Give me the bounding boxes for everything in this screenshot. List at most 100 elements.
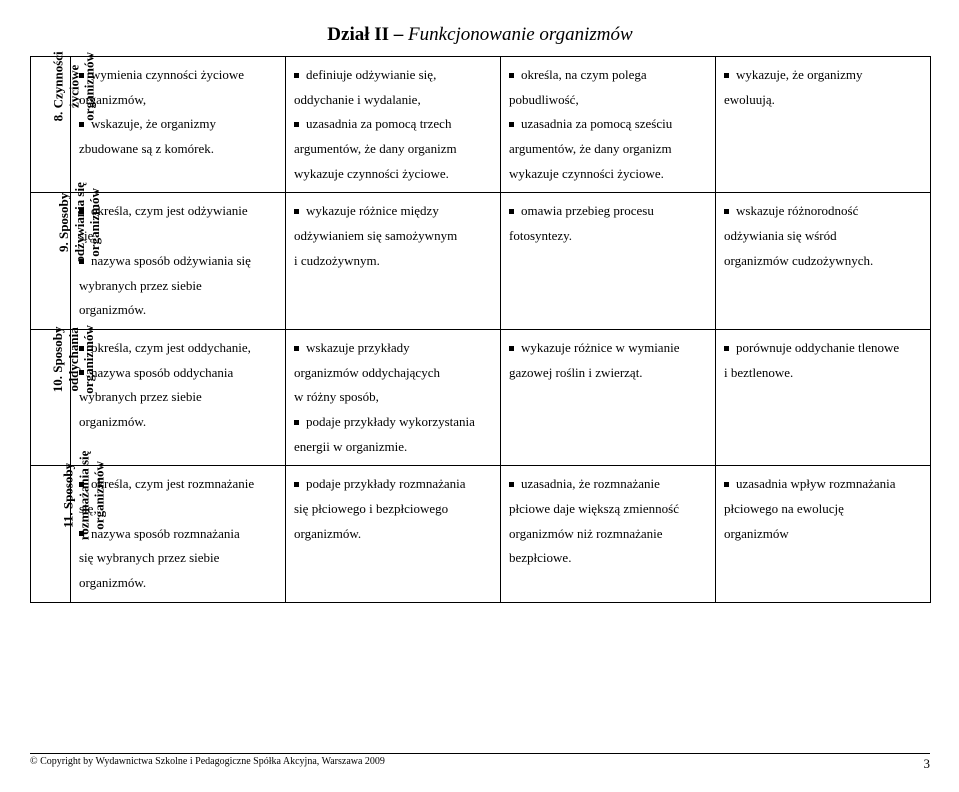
cont-line: w różny sposób, xyxy=(294,385,492,410)
table-cell: omawia przebieg procesufotosyntezy. xyxy=(501,193,716,329)
cont-line: wykazuje czynności życiowe. xyxy=(294,162,492,187)
cell-content: określa, czym jest rozmnażaniesię,nazywa… xyxy=(79,472,277,595)
cell-content: określa, na czym polegapobudliwość,uzasa… xyxy=(509,63,707,186)
row-label: 11. Sposobyrozmnażania sięorganizmów xyxy=(31,466,71,602)
bullet-line: uzasadnia za pomocą sześciu xyxy=(509,112,707,137)
table-cell: wykazuje, że organizmyewoluują. xyxy=(716,57,931,193)
cont-line: pobudliwość, xyxy=(509,88,707,113)
cont-line: energii w organizmie. xyxy=(294,435,492,460)
cell-content: omawia przebieg procesufotosyntezy. xyxy=(509,199,707,248)
bullet-line: porównuje oddychanie tlenowe xyxy=(724,336,922,361)
cell-content: wykazuje różnice międzyodżywianiem się s… xyxy=(294,199,492,273)
footer-copyright: © Copyright by Wydawnictwa Szkolne i Ped… xyxy=(30,756,385,772)
cell-content: wskazuje różnorodnośćodżywiania się wśró… xyxy=(724,199,922,273)
cont-line: i cudzożywnym. xyxy=(294,249,492,274)
table-cell: uzasadnia, że rozmnażaniepłciowe daje wi… xyxy=(501,466,716,602)
cont-line: organizmów. xyxy=(79,298,277,323)
bullet-line: wykazuje różnice między xyxy=(294,199,492,224)
table-cell: podaje przykłady rozmnażaniasię płcioweg… xyxy=(286,466,501,602)
table-cell: wykazuje różnice międzyodżywianiem się s… xyxy=(286,193,501,329)
table-cell: porównuje oddychanie tlenowei beztlenowe… xyxy=(716,329,931,465)
cell-content: uzasadnia wpływ rozmnażaniapłciowego na … xyxy=(724,472,922,546)
cont-line: organizmów niż rozmnażanie xyxy=(509,522,707,547)
cell-content: wymienia czynności życioweorganizmów,wsk… xyxy=(79,63,277,162)
cell-content: wykazuje różnice w wymianiegazowej rośli… xyxy=(509,336,707,385)
cont-line: płciowego na ewolucję xyxy=(724,497,922,522)
cell-content: uzasadnia, że rozmnażaniepłciowe daje wi… xyxy=(509,472,707,571)
cont-line: fotosyntezy. xyxy=(509,224,707,249)
row-label: 9. Sposobyodżywiania sięorganizmów xyxy=(31,193,71,329)
cont-line: organizmów cudzożywnych. xyxy=(724,249,922,274)
bullet-line: wymienia czynności życiowe xyxy=(79,63,277,88)
title-bold: Dział II – xyxy=(327,24,408,45)
bullet-line: definiuje odżywianie się, xyxy=(294,63,492,88)
bullet-line: określa, na czym polega xyxy=(509,63,707,88)
page-footer: © Copyright by Wydawnictwa Szkolne i Ped… xyxy=(30,753,930,772)
page-number: 3 xyxy=(924,756,931,772)
cont-line: gazowej roślin i zwierząt. xyxy=(509,361,707,386)
cont-line: bezpłciowe. xyxy=(509,546,707,571)
cont-line: organizmów xyxy=(724,522,922,547)
table-row: 10. Sposobyoddychaniaorganizmówokreśla, … xyxy=(31,329,931,465)
cont-line: argumentów, że dany organizm xyxy=(294,137,492,162)
bullet-line: wykazuje różnice w wymianie xyxy=(509,336,707,361)
cell-content: porównuje oddychanie tlenowei beztlenowe… xyxy=(724,336,922,385)
bullet-line: podaje przykłady rozmnażania xyxy=(294,472,492,497)
table-row: 8. Czynnościżycioweorganizmówwymienia cz… xyxy=(31,57,931,193)
table-cell: określa, czym jest oddychanie,nazywa spo… xyxy=(71,329,286,465)
cell-content: wskazuje przykładyorganizmów oddychający… xyxy=(294,336,492,459)
bullet-line: wskazuje różnorodność xyxy=(724,199,922,224)
bullet-line: nazywa sposób rozmnażania xyxy=(79,522,277,547)
bullet-line: omawia przebieg procesu xyxy=(509,199,707,224)
bullet-line: nazywa sposób oddychania xyxy=(79,361,277,386)
cont-line: wykazuje czynności życiowe. xyxy=(509,162,707,187)
cont-line: się płciowego i bezpłciowego xyxy=(294,497,492,522)
bullet-line: wykazuje, że organizmy xyxy=(724,63,922,88)
row-label: 10. Sposobyoddychaniaorganizmów xyxy=(31,329,71,465)
table-cell: wykazuje różnice w wymianiegazowej rośli… xyxy=(501,329,716,465)
table-cell: wskazuje różnorodnośćodżywiania się wśró… xyxy=(716,193,931,329)
cell-content: określa, czym jest oddychanie,nazywa spo… xyxy=(79,336,277,435)
cont-line: płciowe daje większą zmienność xyxy=(509,497,707,522)
cont-line: odżywianiem się samożywnym xyxy=(294,224,492,249)
table-cell: wymienia czynności życioweorganizmów,wsk… xyxy=(71,57,286,193)
cont-line: organizmów. xyxy=(294,522,492,547)
bullet-line: uzasadnia wpływ rozmnażania xyxy=(724,472,922,497)
bullet-line: uzasadnia za pomocą trzech xyxy=(294,112,492,137)
cont-line: się, xyxy=(79,497,277,522)
cont-line: argumentów, że dany organizm xyxy=(509,137,707,162)
bullet-line: podaje przykłady wykorzystania xyxy=(294,410,492,435)
bullet-line: nazywa sposób odżywiania się xyxy=(79,249,277,274)
cell-content: podaje przykłady rozmnażaniasię płcioweg… xyxy=(294,472,492,546)
table-cell: wskazuje przykładyorganizmów oddychający… xyxy=(286,329,501,465)
table-cell: określa, na czym polegapobudliwość,uzasa… xyxy=(501,57,716,193)
table-cell: określa, czym jest rozmnażaniesię,nazywa… xyxy=(71,466,286,602)
bullet-line: określa, czym jest rozmnażanie xyxy=(79,472,277,497)
table-cell: definiuje odżywianie się,oddychanie i wy… xyxy=(286,57,501,193)
section-title: Dział II – Funkcjonowanie organizmów xyxy=(30,24,930,46)
cont-line: i beztlenowe. xyxy=(724,361,922,386)
cell-content: definiuje odżywianie się,oddychanie i wy… xyxy=(294,63,492,186)
cont-line: wybranych przez siebie xyxy=(79,274,277,299)
cont-line: organizmów oddychających xyxy=(294,361,492,386)
table-cell: uzasadnia wpływ rozmnażaniapłciowego na … xyxy=(716,466,931,602)
bullet-line: określa, czym jest oddychanie, xyxy=(79,336,277,361)
row-label: 8. Czynnościżycioweorganizmów xyxy=(31,57,71,193)
table-row: 9. Sposobyodżywiania sięorganizmówokreśl… xyxy=(31,193,931,329)
table-row: 11. Sposobyrozmnażania sięorganizmówokre… xyxy=(31,466,931,602)
cont-line: ewoluują. xyxy=(724,88,922,113)
cont-line: się wybranych przez siebie xyxy=(79,546,277,571)
cont-line: organizmów, xyxy=(79,88,277,113)
cont-line: zbudowane są z komórek. xyxy=(79,137,277,162)
curriculum-table: 8. Czynnościżycioweorganizmówwymienia cz… xyxy=(30,56,931,603)
cont-line: się, xyxy=(79,224,277,249)
cont-line: organizmów. xyxy=(79,571,277,596)
cell-content: określa, czym jest odżywianiesię,nazywa … xyxy=(79,199,277,322)
table-cell: określa, czym jest odżywianiesię,nazywa … xyxy=(71,193,286,329)
bullet-line: wskazuje przykłady xyxy=(294,336,492,361)
title-italic: Funkcjonowanie organizmów xyxy=(408,24,633,45)
bullet-line: wskazuje, że organizmy xyxy=(79,112,277,137)
bullet-line: uzasadnia, że rozmnażanie xyxy=(509,472,707,497)
cont-line: oddychanie i wydalanie, xyxy=(294,88,492,113)
cont-line: odżywiania się wśród xyxy=(724,224,922,249)
